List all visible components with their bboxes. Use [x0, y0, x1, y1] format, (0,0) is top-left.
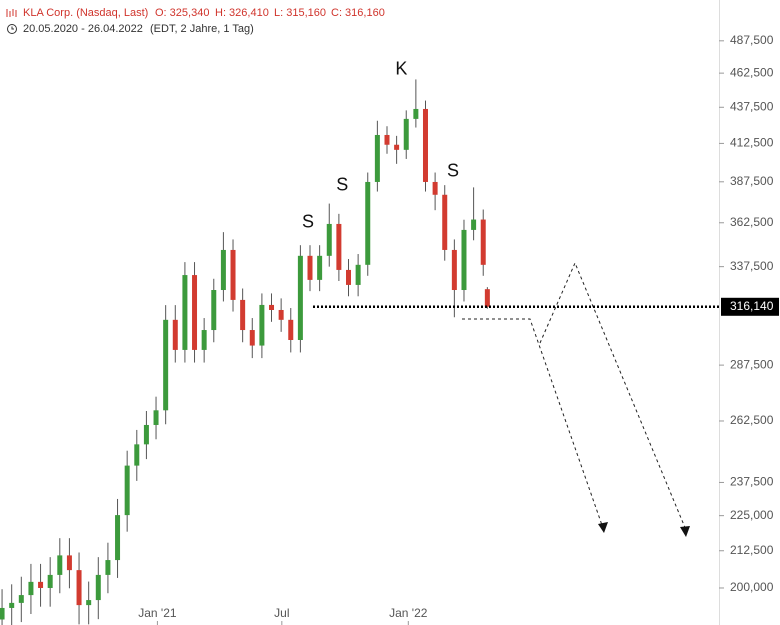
pattern-label: S [447, 160, 459, 180]
y-tick-label: 487,500 [730, 33, 774, 47]
candle-body [220, 249, 226, 291]
clock-icon [7, 24, 17, 34]
candle-body [432, 181, 438, 195]
candle-body [297, 255, 303, 340]
pattern-label: S [336, 175, 348, 195]
candle-body [134, 444, 140, 466]
y-tick-label: 237,500 [730, 475, 774, 489]
candle-body [480, 219, 486, 265]
pattern-label: S [302, 212, 314, 232]
candle-body [249, 330, 255, 346]
candle-body [422, 108, 428, 182]
candle-body [143, 424, 149, 445]
candle-body [365, 181, 371, 265]
candle-body [336, 223, 342, 270]
y-tick-label: 225,000 [730, 508, 774, 522]
header-icon [6, 9, 17, 17]
candle-body [105, 560, 111, 575]
candle-body [394, 144, 400, 150]
y-tick-label: 437,500 [730, 99, 774, 113]
ohlc-label: L: 315,160 [274, 7, 326, 19]
candle-body [76, 570, 82, 606]
candle-body [355, 264, 361, 285]
candle-body [269, 304, 275, 310]
candle-body [403, 118, 409, 150]
candle-body [461, 229, 467, 291]
ohlc-label: O: 325,340 [155, 7, 209, 19]
last-price-label: 316,140 [730, 299, 774, 313]
arrow-head [598, 522, 608, 533]
candle-body [484, 289, 490, 307]
y-tick-label: 200,000 [730, 580, 774, 594]
candle-body [86, 600, 92, 606]
y-tick-label: 337,500 [730, 259, 774, 273]
candle-body [307, 255, 313, 280]
candle-body [0, 607, 5, 620]
candle-body [192, 275, 198, 350]
candle-body [413, 108, 419, 119]
candle-body [9, 602, 15, 608]
y-tick-label: 387,500 [730, 174, 774, 188]
y-tick-label: 412,500 [730, 136, 774, 150]
candle-body [230, 249, 236, 300]
candle-body [95, 574, 101, 601]
candle-body [346, 269, 352, 285]
subtitle: 20.05.2020 - 26.04.2022 [23, 23, 143, 35]
chart-title: KLA Corp. (Nasdaq, Last) [23, 7, 148, 19]
candle-body [124, 465, 130, 516]
last-price-box [721, 297, 779, 316]
candle-body [240, 299, 246, 331]
y-tick-label: 362,500 [730, 215, 774, 229]
candle-body [471, 219, 477, 230]
clock-icon [11, 26, 14, 30]
candle-body [163, 319, 169, 411]
candle-body [115, 515, 121, 561]
candle-body [317, 255, 323, 280]
candle-body [18, 595, 24, 603]
candle-body [153, 410, 159, 425]
candle-body [259, 304, 265, 346]
candle-body [278, 309, 284, 320]
candle-body [326, 223, 332, 256]
candle-body [442, 194, 448, 250]
candle-body [374, 134, 380, 182]
candle-body [182, 275, 188, 350]
pattern-label: K [395, 59, 407, 79]
candle-body [28, 581, 34, 596]
arrow-head [680, 526, 690, 537]
candle-body [38, 581, 44, 588]
ohlc-label: C: 316,160 [331, 7, 385, 19]
y-tick-label: 262,500 [730, 413, 774, 427]
y-tick-label: 212,500 [730, 543, 774, 557]
candle-body [451, 249, 457, 291]
candle-body [47, 574, 53, 588]
subtitle-note: (EDT, 2 Jahre, 1 Tag) [150, 23, 254, 35]
candle-body [66, 555, 72, 571]
x-tick-label: Jul [274, 606, 289, 620]
candle-body [172, 319, 178, 350]
y-tick-label: 287,500 [730, 357, 774, 371]
candle-body [288, 319, 294, 340]
x-tick-label: Jan '22 [389, 606, 428, 620]
candle-body [57, 555, 63, 575]
candle-body [211, 290, 217, 331]
ohlc-label: H: 326,410 [215, 7, 269, 19]
x-tick-label: Jan '21 [138, 606, 177, 620]
candle-body [201, 330, 207, 350]
candle-body [384, 134, 390, 145]
scenario-lines [462, 261, 687, 531]
y-tick-label: 462,500 [730, 65, 774, 79]
